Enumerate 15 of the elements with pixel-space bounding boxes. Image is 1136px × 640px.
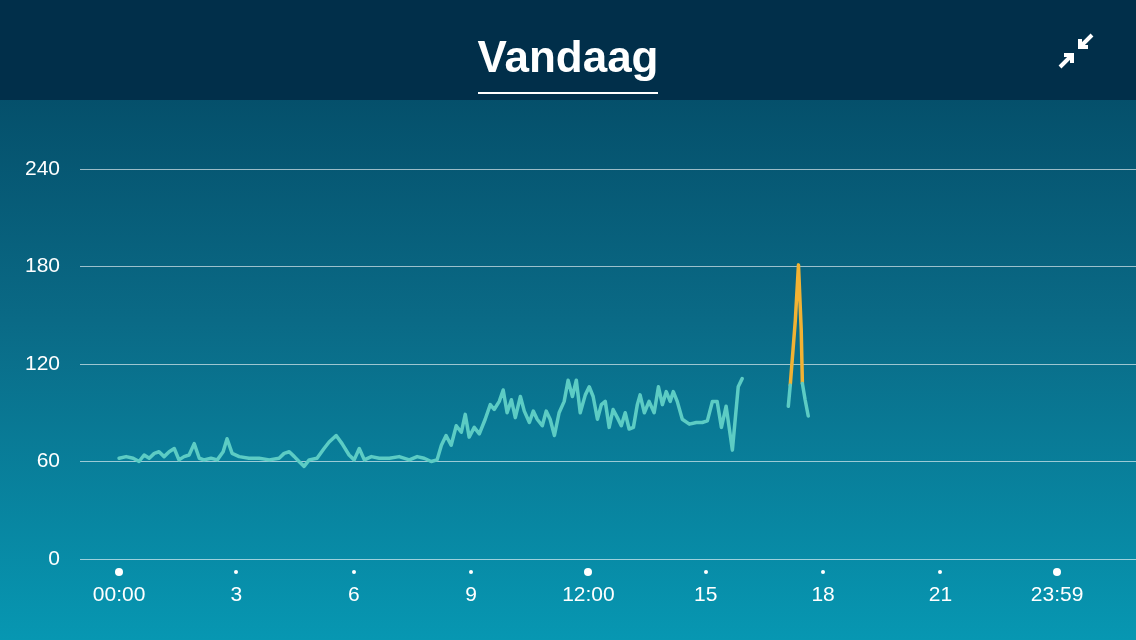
x-tick-label: 15 xyxy=(694,582,718,606)
x-tick-label: 12:00 xyxy=(562,582,615,606)
x-tick-label: 6 xyxy=(347,582,360,606)
x-tick-label: 00:00 xyxy=(92,582,146,606)
y-tick-label: 60 xyxy=(36,448,60,472)
y-tick-label: 240 xyxy=(24,155,60,179)
x-tick-label: 21 xyxy=(928,582,953,606)
x-tick-label: 9 xyxy=(465,582,477,606)
x-tick-label: 3 xyxy=(230,582,243,606)
y-tick-label: 180 xyxy=(24,253,60,277)
x-tick-label: 18 xyxy=(811,582,835,606)
chart-title: Vandaag xyxy=(477,30,659,94)
x-tick-label: 23:59 xyxy=(1030,582,1084,606)
y-tick-label: 120 xyxy=(24,350,60,374)
y-tick-label: 0 xyxy=(48,545,60,569)
